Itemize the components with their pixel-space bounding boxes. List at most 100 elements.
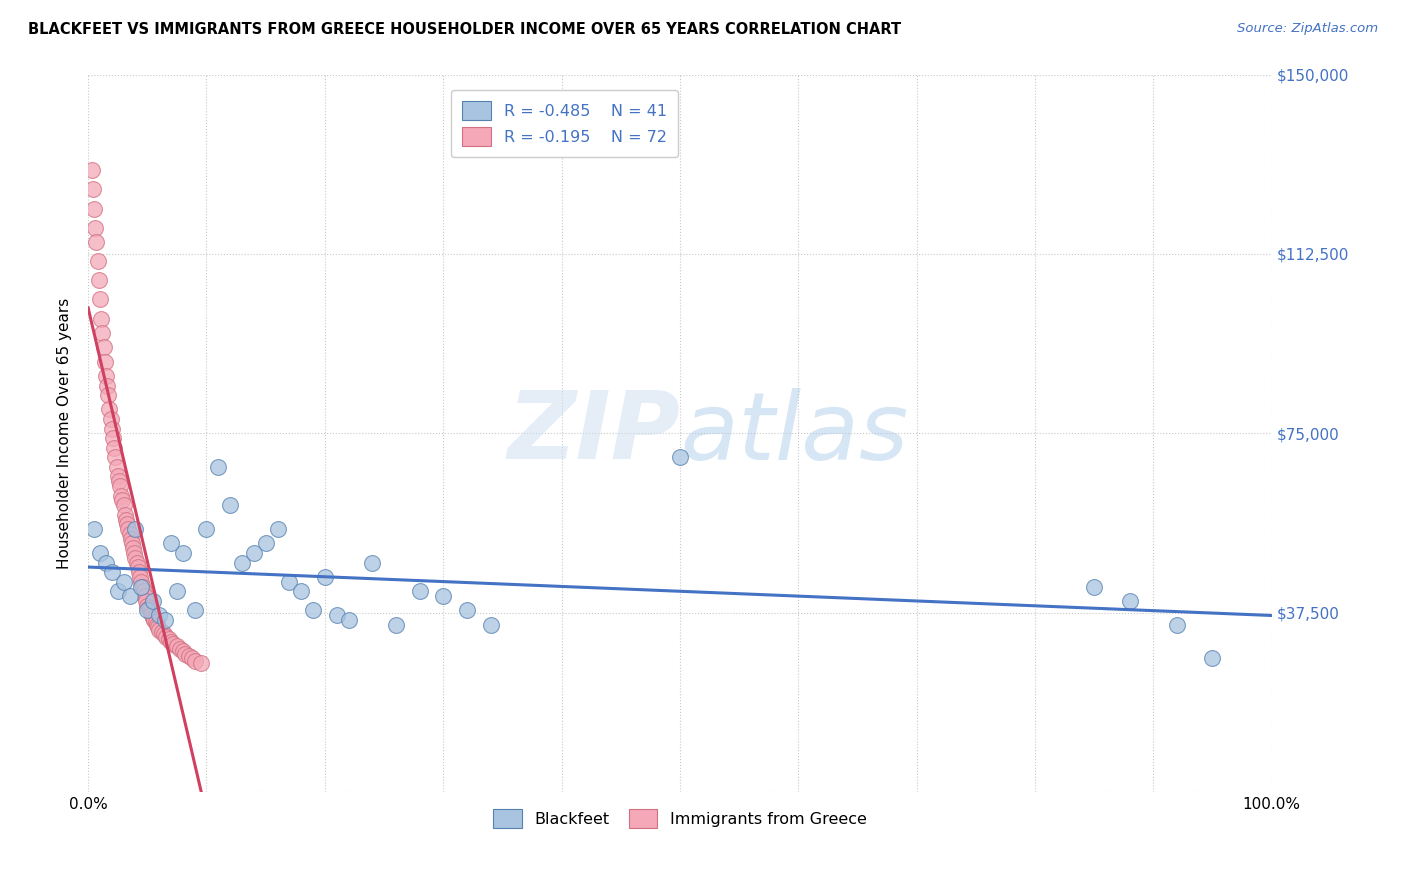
Point <box>157 632 180 647</box>
Point <box>669 450 692 465</box>
Point <box>150 625 173 640</box>
Point <box>162 637 184 651</box>
Point <box>127 560 149 574</box>
Point <box>1083 580 1105 594</box>
Point <box>129 570 152 584</box>
Point <box>108 479 131 493</box>
Point <box>254 536 277 550</box>
Point <box>117 522 139 536</box>
Point <box>87 273 110 287</box>
Point <box>143 613 166 627</box>
Point <box>107 469 129 483</box>
Point <box>112 498 135 512</box>
Point <box>103 441 125 455</box>
Point <box>138 603 160 617</box>
Point <box>148 623 170 637</box>
Text: ZIP: ZIP <box>508 387 681 479</box>
Point <box>153 627 176 641</box>
Point <box>86 235 108 249</box>
Point <box>181 651 204 665</box>
Point <box>98 402 121 417</box>
Point <box>479 617 502 632</box>
Point <box>94 556 117 570</box>
Point <box>124 550 146 565</box>
Point <box>125 556 148 570</box>
Point <box>128 565 150 579</box>
Point <box>101 431 124 445</box>
Point <box>146 620 169 634</box>
Point <box>131 580 153 594</box>
Point <box>124 522 146 536</box>
Point <box>314 570 336 584</box>
Point <box>160 536 183 550</box>
Point <box>107 584 129 599</box>
Point <box>86 254 108 268</box>
Point <box>90 311 112 326</box>
Point <box>135 594 157 608</box>
Point <box>100 412 122 426</box>
Point <box>121 536 143 550</box>
Point <box>337 613 360 627</box>
Point <box>97 388 120 402</box>
Point <box>110 489 132 503</box>
Point <box>115 517 138 532</box>
Point <box>207 459 229 474</box>
Point <box>1166 617 1188 632</box>
Point <box>132 584 155 599</box>
Point <box>82 182 104 196</box>
Point <box>108 475 131 489</box>
Point <box>456 603 478 617</box>
Point <box>124 546 146 560</box>
Point <box>243 546 266 560</box>
Point <box>146 617 169 632</box>
Point <box>325 608 347 623</box>
Point <box>89 293 111 307</box>
Point <box>138 601 160 615</box>
Point <box>83 522 105 536</box>
Point <box>111 493 134 508</box>
Point <box>195 522 218 536</box>
Point <box>134 589 156 603</box>
Point <box>172 644 194 658</box>
Point <box>1201 651 1223 665</box>
Point <box>101 565 124 579</box>
Point <box>190 656 212 670</box>
Point <box>142 594 165 608</box>
Point <box>139 606 162 620</box>
Point <box>120 532 142 546</box>
Point <box>290 584 312 599</box>
Point <box>155 630 177 644</box>
Point <box>89 546 111 560</box>
Legend: Blackfeet, Immigrants from Greece: Blackfeet, Immigrants from Greece <box>486 802 873 835</box>
Point <box>112 574 135 589</box>
Point <box>148 608 170 623</box>
Point <box>145 615 167 630</box>
Point <box>278 574 301 589</box>
Point <box>93 340 115 354</box>
Point <box>118 527 141 541</box>
Point <box>302 603 325 617</box>
Point <box>115 512 138 526</box>
Point <box>183 654 205 668</box>
Point <box>174 647 197 661</box>
Point <box>114 508 136 522</box>
Point <box>166 584 188 599</box>
Point <box>166 640 188 654</box>
Point <box>83 202 105 216</box>
Point <box>183 603 205 617</box>
Point <box>94 369 117 384</box>
Point <box>142 610 165 624</box>
Point <box>141 608 163 623</box>
Point <box>160 634 183 648</box>
Point <box>408 584 430 599</box>
Point <box>231 556 253 570</box>
Point <box>266 522 288 536</box>
Point <box>153 613 176 627</box>
Point <box>385 617 408 632</box>
Point <box>93 354 115 368</box>
Point <box>169 641 191 656</box>
Point <box>136 599 159 613</box>
Point <box>1118 594 1140 608</box>
Text: Source: ZipAtlas.com: Source: ZipAtlas.com <box>1237 22 1378 36</box>
Text: atlas: atlas <box>681 388 908 479</box>
